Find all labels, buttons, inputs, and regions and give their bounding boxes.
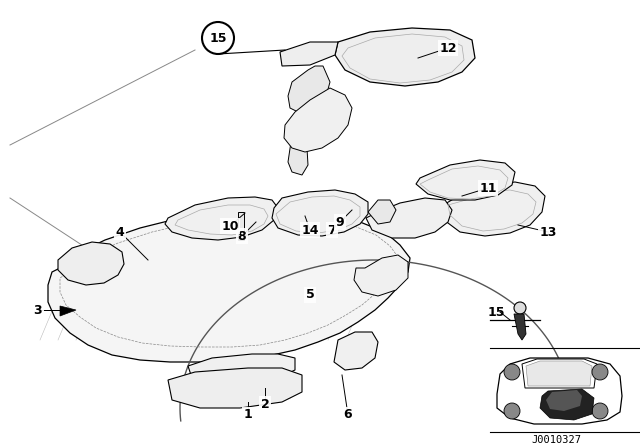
Polygon shape bbox=[540, 389, 594, 420]
Polygon shape bbox=[58, 242, 124, 285]
Circle shape bbox=[592, 403, 608, 419]
Polygon shape bbox=[416, 160, 515, 200]
Polygon shape bbox=[168, 368, 302, 408]
Polygon shape bbox=[440, 182, 545, 236]
Polygon shape bbox=[335, 28, 475, 86]
Polygon shape bbox=[526, 361, 592, 386]
Circle shape bbox=[202, 22, 234, 54]
Text: 2: 2 bbox=[260, 397, 269, 410]
Polygon shape bbox=[48, 212, 410, 362]
Circle shape bbox=[592, 364, 608, 380]
Text: 1: 1 bbox=[244, 409, 252, 422]
Text: J0010327: J0010327 bbox=[531, 435, 581, 445]
Text: 11: 11 bbox=[479, 181, 497, 194]
Polygon shape bbox=[514, 314, 526, 340]
Text: 15: 15 bbox=[487, 306, 505, 319]
Text: 6: 6 bbox=[344, 409, 352, 422]
Polygon shape bbox=[354, 255, 408, 296]
Polygon shape bbox=[368, 200, 396, 224]
Polygon shape bbox=[497, 358, 622, 424]
Polygon shape bbox=[522, 359, 597, 388]
Polygon shape bbox=[165, 197, 278, 240]
Polygon shape bbox=[546, 390, 582, 411]
Polygon shape bbox=[288, 115, 308, 175]
Text: 5: 5 bbox=[306, 289, 314, 302]
Circle shape bbox=[504, 364, 520, 380]
Polygon shape bbox=[188, 354, 295, 382]
Text: 10: 10 bbox=[221, 220, 239, 233]
Text: 9: 9 bbox=[336, 215, 344, 228]
Polygon shape bbox=[280, 42, 338, 66]
Polygon shape bbox=[288, 66, 330, 112]
Text: 15: 15 bbox=[209, 31, 227, 44]
Polygon shape bbox=[272, 190, 368, 236]
Text: 12: 12 bbox=[439, 42, 457, 55]
Polygon shape bbox=[60, 306, 76, 316]
Circle shape bbox=[504, 403, 520, 419]
Polygon shape bbox=[284, 88, 352, 152]
Text: 7: 7 bbox=[328, 224, 337, 237]
Text: 13: 13 bbox=[540, 225, 557, 238]
Text: 8: 8 bbox=[237, 229, 246, 242]
Text: 3: 3 bbox=[34, 303, 42, 316]
Polygon shape bbox=[334, 332, 378, 370]
Text: 14: 14 bbox=[301, 224, 319, 237]
Polygon shape bbox=[366, 198, 452, 238]
Polygon shape bbox=[238, 212, 244, 240]
Circle shape bbox=[514, 302, 526, 314]
Text: 4: 4 bbox=[116, 225, 124, 238]
